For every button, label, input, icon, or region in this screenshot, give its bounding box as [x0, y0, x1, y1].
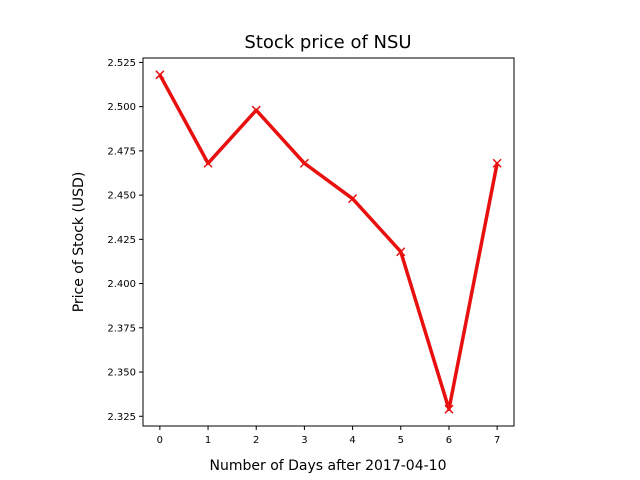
x-tick-label: 0	[157, 435, 163, 446]
data-point-marker	[396, 247, 406, 257]
x-tick-label: 7	[494, 435, 500, 446]
data-point-marker	[155, 70, 165, 80]
y-tick-label: 2.450	[107, 191, 136, 202]
plot-area: 0 1 2 3 4 5 6 7 2.325 2.350 2.375 2.400 2.425 2.450 2.…	[107, 57, 515, 446]
data-point-marker	[299, 158, 309, 168]
y-tick-label: 2.475	[107, 146, 136, 157]
data-point-marker	[444, 404, 454, 414]
data-point-marker	[492, 158, 502, 168]
y-tick-label: 2.375	[107, 323, 136, 334]
x-tick-label: 2	[253, 435, 259, 446]
y-tick-label: 2.325	[107, 412, 136, 423]
data-point-marker	[348, 194, 358, 204]
y-tick-label: 2.425	[107, 235, 136, 246]
series-line	[158, 73, 499, 411]
data-point-marker	[203, 158, 213, 168]
y-tick-label: 2.400	[107, 279, 136, 290]
x-tick-label: 1	[205, 435, 211, 446]
x-tick-label: 5	[398, 435, 404, 446]
x-axis-label: Number of Days after 2017-04-10	[210, 458, 447, 474]
y-tick-label: 2.350	[107, 368, 136, 379]
x-tick-label: 3	[301, 435, 307, 446]
y-tick-label: 2.500	[107, 102, 136, 113]
chart-title: Stock price of NSU	[244, 32, 411, 53]
axes-frame	[142, 57, 515, 427]
x-tick-label: 6	[446, 435, 452, 446]
x-tick-label: 4	[349, 435, 355, 446]
y-axis-label: Price of Stock (USD)	[71, 172, 87, 313]
y-tick-label: 2.525	[107, 58, 136, 69]
data-point-marker	[251, 105, 261, 115]
